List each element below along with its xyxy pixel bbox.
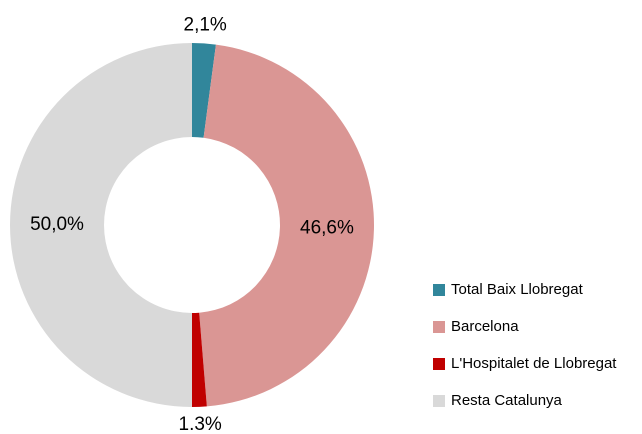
data-label: 2,1% (184, 14, 227, 35)
donut-slice (199, 44, 375, 407)
legend-swatch (433, 284, 445, 296)
data-label: 1.3% (179, 414, 222, 434)
legend-label: Total Baix Llobregat (451, 281, 584, 298)
legend-label: Resta Catalunya (451, 392, 563, 409)
legend-swatch (433, 321, 445, 333)
donut-slice (192, 312, 207, 407)
legend-swatch (433, 395, 445, 407)
legend-label: Barcelona (451, 318, 519, 335)
donut-slice (192, 43, 216, 138)
legend-label: L'Hospitalet de Llobregat (451, 355, 617, 372)
donut-slice (10, 43, 192, 407)
legend-swatch (433, 358, 445, 370)
data-label: 46,6% (300, 217, 354, 238)
data-label: 50,0% (30, 214, 84, 235)
